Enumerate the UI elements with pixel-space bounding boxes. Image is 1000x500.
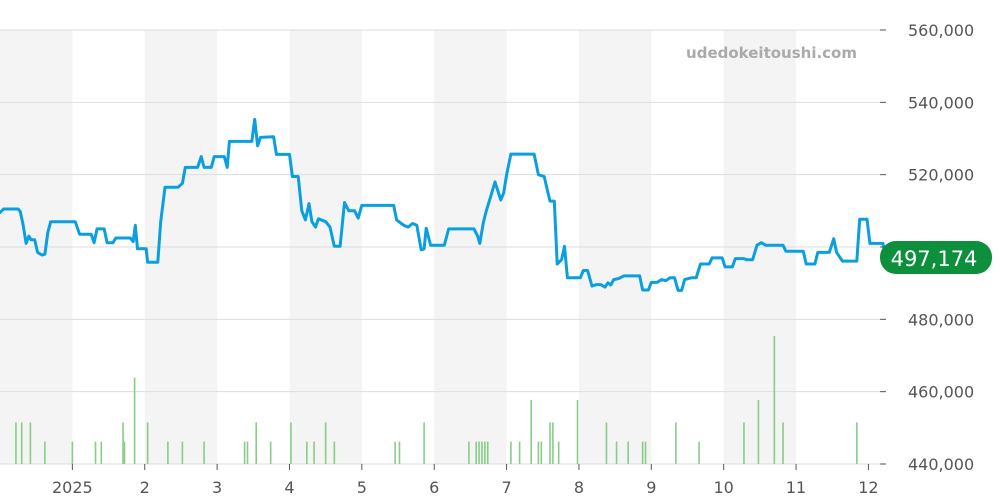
horizontal-gridlines (0, 29, 880, 465)
x-tick-label: 6 (429, 478, 439, 497)
x-tick-label: 12 (858, 478, 878, 497)
x-tick-label: 2 (140, 478, 150, 497)
watermark: udedokeitoushi.com (686, 44, 857, 62)
y-tick-label: 480,000 (908, 310, 974, 329)
volume-bars (15, 336, 858, 464)
current-value-badge: 497,174 (880, 241, 992, 274)
y-tick-label: 440,000 (908, 455, 974, 474)
x-tick-label: 2025 (52, 478, 93, 497)
x-axis-ticks: 2025 2 3 4 5 6 7 8 9 10 11 12 (52, 464, 879, 497)
current-value-label: 497,174 (891, 247, 978, 271)
x-tick-label: 4 (284, 478, 294, 497)
x-tick-label: 3 (212, 478, 222, 497)
y-tick-label: 520,000 (908, 166, 974, 185)
y-tick-label: 460,000 (908, 383, 974, 402)
x-tick-label: 7 (501, 478, 511, 497)
x-tick-label: 8 (574, 478, 584, 497)
current-value-badge-bg (880, 241, 992, 274)
price-line (0, 117, 911, 292)
x-tick-label: 10 (714, 478, 734, 497)
y-tick-label: 540,000 (908, 93, 974, 112)
x-tick-label: 9 (646, 478, 656, 497)
y-tick-label: 560,000 (908, 21, 974, 40)
x-tick-label: 11 (786, 478, 806, 497)
x-tick-label: 5 (357, 478, 367, 497)
price-line-group (0, 117, 911, 292)
